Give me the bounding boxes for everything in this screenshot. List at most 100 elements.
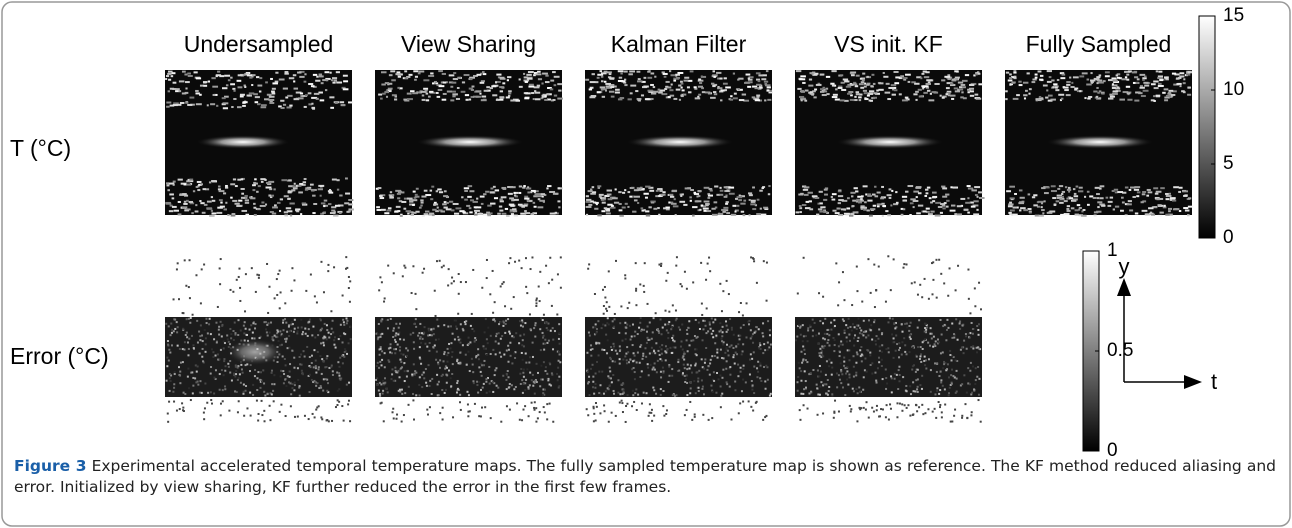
noise	[866, 401, 868, 403]
noise	[443, 82, 446, 84]
noise	[205, 318, 207, 320]
noise	[808, 192, 813, 194]
noise	[741, 390, 743, 392]
noise	[942, 385, 944, 387]
noise	[298, 387, 300, 389]
noise	[660, 263, 662, 265]
noise	[883, 72, 885, 74]
noise	[817, 369, 819, 371]
noise	[386, 210, 391, 212]
noise	[604, 410, 606, 412]
noise	[980, 421, 982, 423]
noise	[557, 379, 559, 381]
noise	[1128, 70, 1132, 72]
noise	[919, 355, 921, 357]
noise	[671, 368, 673, 370]
noise	[893, 322, 895, 324]
noise	[242, 372, 244, 374]
noise	[862, 334, 864, 336]
noise	[378, 389, 380, 391]
noise	[249, 77, 252, 79]
noise	[191, 335, 193, 337]
noise	[626, 362, 628, 364]
noise	[398, 332, 400, 334]
noise	[927, 187, 930, 189]
noise	[766, 300, 768, 302]
noise	[925, 367, 927, 369]
noise	[285, 385, 287, 387]
noise	[889, 317, 891, 319]
noise	[413, 323, 415, 325]
noise	[227, 363, 229, 365]
noise	[529, 200, 532, 202]
noise	[477, 392, 479, 394]
noise	[243, 415, 245, 417]
noise	[926, 192, 929, 194]
noise	[881, 186, 884, 188]
noise	[173, 401, 175, 403]
noise	[1009, 202, 1012, 204]
noise	[880, 408, 882, 410]
noise	[946, 200, 949, 202]
noise	[666, 86, 671, 88]
noise	[1099, 74, 1102, 76]
noise	[1061, 193, 1063, 195]
noise	[653, 91, 659, 93]
noise	[929, 345, 931, 347]
noise	[950, 210, 956, 212]
noise	[545, 75, 548, 77]
noise	[335, 406, 337, 408]
noise	[228, 366, 230, 368]
noise	[289, 376, 291, 378]
noise	[1096, 211, 1101, 213]
noise	[1158, 215, 1162, 217]
noise	[444, 190, 447, 192]
noise	[962, 80, 968, 82]
noise	[514, 194, 516, 196]
noise	[546, 342, 548, 344]
noise	[397, 333, 399, 335]
noise	[838, 281, 840, 283]
noise	[186, 332, 188, 334]
noise	[849, 405, 851, 407]
noise	[272, 82, 278, 84]
noise	[1155, 193, 1159, 195]
noise	[1127, 99, 1132, 101]
noise	[892, 318, 894, 320]
noise	[1043, 85, 1048, 87]
noise	[1158, 85, 1164, 87]
noise	[1077, 204, 1080, 206]
noise	[384, 366, 386, 368]
noise	[554, 84, 557, 86]
noise	[558, 360, 560, 362]
noise	[531, 379, 533, 381]
noise	[1114, 84, 1117, 86]
noise	[665, 359, 667, 361]
noise	[1075, 214, 1079, 216]
noise	[492, 349, 494, 351]
noise	[704, 362, 706, 364]
noise	[806, 201, 810, 203]
noise	[735, 352, 737, 354]
noise	[718, 213, 723, 215]
noise	[519, 320, 521, 322]
noise	[340, 101, 344, 103]
noise	[1081, 215, 1087, 217]
noise	[506, 388, 508, 390]
noise	[978, 191, 982, 193]
direction-axes: y t	[1117, 254, 1217, 394]
noise	[437, 96, 441, 98]
noise	[387, 391, 389, 393]
noise	[537, 71, 541, 73]
noise	[399, 391, 401, 393]
noise	[668, 96, 671, 98]
noise	[1130, 187, 1135, 189]
noise	[614, 202, 619, 204]
noise	[394, 98, 397, 100]
noise	[726, 280, 728, 282]
noise	[261, 181, 264, 183]
noise	[253, 207, 256, 209]
noise	[170, 380, 172, 382]
noise	[826, 360, 828, 362]
noise	[961, 415, 963, 417]
